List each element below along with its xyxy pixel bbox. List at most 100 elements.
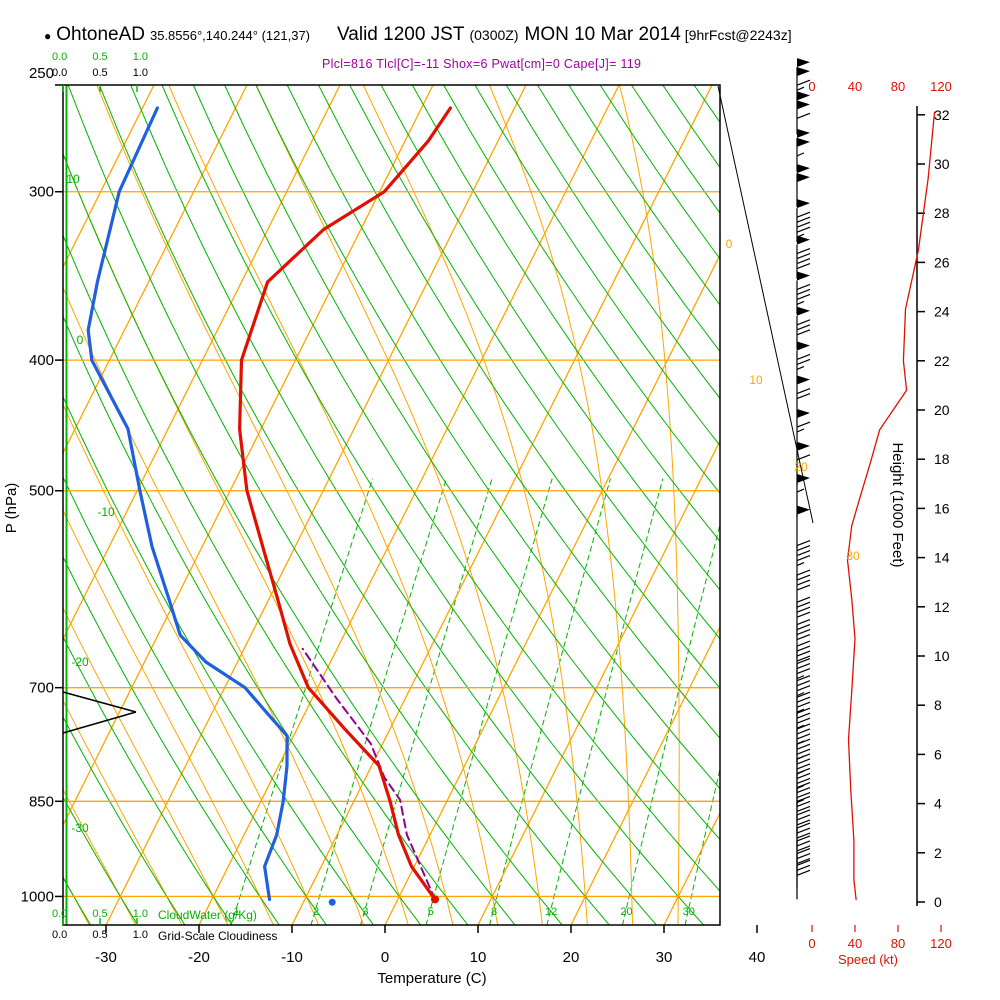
speed-tick-label-top: 40 (848, 79, 862, 94)
mixing-ratio-label: 3 (362, 906, 368, 918)
wind-barb (796, 618, 811, 659)
isotherms (63, 85, 720, 925)
cloudwater-scale-tick: 1.0 (132, 908, 148, 920)
temperature-tick-label: 20 (563, 949, 580, 966)
cloudiness-scale-tick: 0.5 (92, 929, 108, 941)
cloudiness-scale-top: 0.0 0.5 1.0 (52, 67, 148, 79)
pressure-tick-label: 850 (29, 793, 54, 810)
speed-tick-label-top: 120 (930, 79, 952, 94)
wind-barb (796, 91, 811, 135)
temperature-tick-label: 30 (656, 949, 673, 966)
cloudiness-scale-bottom: 0.0 0.5 1.0 (52, 929, 148, 941)
mixing-ratio-lines (230, 478, 720, 925)
height-tick-label: 10 (934, 648, 950, 664)
moist-adiabats (63, 85, 680, 925)
wind-barb (796, 505, 810, 549)
speed-tick-label-top: 80 (891, 79, 905, 94)
pressure-tick-label: 250 (29, 65, 54, 82)
height-tick-label: 28 (934, 205, 950, 221)
temperature-curve (238, 106, 452, 902)
height-tick-label: 6 (934, 746, 942, 762)
cloudwater-axis-title: CloudWater (g/Kg) (158, 908, 257, 922)
cloudwater-scale-tick: 0.5 (92, 908, 108, 920)
speed-tick-label-bottom: 80 (891, 936, 905, 951)
pressure-tick-label: 700 (29, 680, 54, 697)
wind-barb (796, 859, 811, 900)
height-tick-label: 4 (934, 796, 942, 812)
temperature-tick-label: -20 (188, 949, 210, 966)
left-pointer-marker (62, 691, 137, 734)
mixing-ratio-label: 12 (545, 906, 557, 918)
pressure-axis-title: P (hPa) (3, 483, 20, 534)
height-tick-label: 22 (934, 353, 950, 369)
speed-tick-label-top: 0 (808, 79, 815, 94)
valid-time: Valid 1200 JST (337, 24, 465, 45)
cloudiness-scale-tick: 0.0 (52, 67, 68, 79)
mixing-ratio-label: 30 (683, 906, 695, 918)
temperature-axis-title: Temperature (C) (377, 970, 486, 987)
temperature-tick-label: 40 (749, 949, 766, 966)
dry-adiabat-label: 0 (77, 333, 84, 347)
cloudwater-scale-top: 0.0 0.5 1.0 (52, 51, 148, 63)
wind-barb (796, 540, 811, 580)
speed-tick-label-bottom: 120 (930, 936, 952, 951)
speed-axis-title: Speed (kt) (838, 952, 898, 967)
height-tick-label: 14 (934, 550, 950, 566)
mixing-ratio-label: 8 (491, 906, 497, 918)
station-coordinates: 35.8556°,140.244° (121,37) (149, 28, 311, 43)
dewpoint-curve (86, 106, 289, 902)
speed-tick-label-bottom: 0 (808, 936, 815, 951)
cloudwater-scale-tick: 1.0 (132, 51, 148, 63)
surface-moisture-dot (328, 898, 336, 906)
isotherm-label: 20 (794, 460, 808, 474)
pressure-tick-label: 1000 (21, 888, 54, 905)
height-tick-label: 30 (934, 156, 950, 172)
forecast-note: [9hrFcst@2243z] (684, 27, 792, 43)
temperature-tick-label: -10 (281, 949, 303, 966)
wind-speed-curve (846, 111, 936, 901)
mixing-ratio-label: 20 (620, 906, 632, 918)
dry-adiabat-label: -20 (71, 655, 89, 669)
cloud-scale-ticks (62, 85, 138, 925)
pressure-tick-label: 400 (29, 352, 54, 369)
pressure-gridlines (63, 191, 720, 898)
speed-axis: 0 0 40 40 80 80 120 120 Speed (kt) (808, 79, 951, 967)
cloudiness-scale-tick: 1.0 (132, 929, 148, 941)
height-tick-label: 26 (934, 254, 950, 270)
surface-temperature-dot (431, 895, 440, 904)
cloudwater-scale-tick: 0.5 (92, 51, 108, 63)
station-name: OhtoneAD (56, 24, 145, 45)
mixing-ratio-label: 1 (233, 906, 239, 918)
dry-adiabat-label: -10 (97, 505, 115, 519)
temperature-tick-label: -30 (95, 949, 117, 966)
speed-tick-label-bottom: 40 (848, 936, 862, 951)
height-tick-label: 24 (934, 304, 950, 320)
station-bullet-icon: ● (44, 29, 52, 43)
pressure-tick-label: 500 (29, 483, 54, 500)
height-tick-label: 16 (934, 500, 950, 516)
isotherm-label: 0 (726, 237, 733, 251)
cloudwater-scale-bottom: 0.0 0.5 1.0 (52, 908, 148, 920)
cloudiness-scale-tick: 0.5 (92, 67, 108, 79)
cloudiness-axis-title: Grid-Scale Cloudiness (158, 929, 278, 943)
wind-barb (796, 271, 811, 315)
cloudiness-scale-tick: 1.0 (132, 67, 148, 79)
height-tick-label: 2 (934, 845, 942, 861)
valid-time-utc: (0300Z) (469, 27, 519, 43)
height-tick-label: 32 (934, 107, 950, 123)
dry-adiabat-label: -30 (71, 821, 89, 835)
height-tick-label: 18 (934, 451, 950, 467)
temperature-tick-label: 10 (470, 949, 487, 966)
cloudwater-scale-tick: 0.0 (52, 51, 68, 63)
pressure-tick-label: 300 (29, 184, 54, 201)
plot-background-lines (63, 85, 720, 925)
mixing-ratio-label: 2 (313, 906, 319, 918)
wind-barb (796, 199, 811, 243)
temperature-tick-label: 0 (381, 949, 389, 966)
wind-barb (796, 341, 811, 385)
